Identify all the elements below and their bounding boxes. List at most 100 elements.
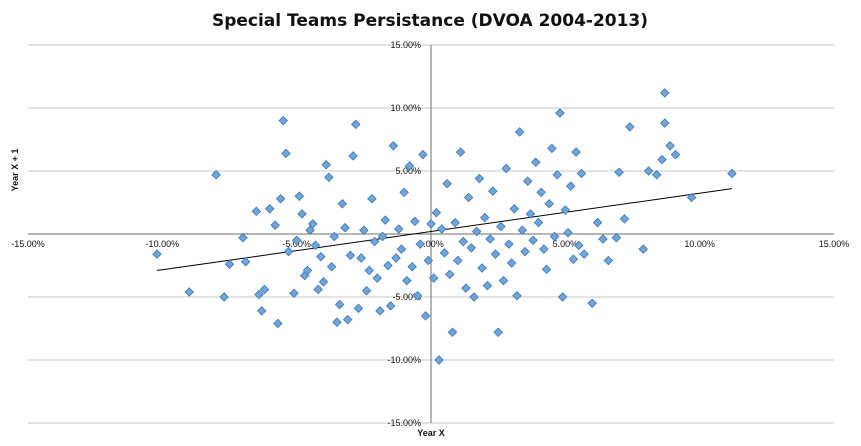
data-point xyxy=(517,225,528,235)
data-point xyxy=(574,240,584,251)
data-point xyxy=(318,277,329,287)
data-point xyxy=(525,209,536,219)
data-point xyxy=(576,168,587,179)
data-point xyxy=(270,220,280,230)
data-point xyxy=(643,166,654,176)
data-point xyxy=(369,236,380,247)
data-point xyxy=(372,273,383,283)
data-point xyxy=(294,191,305,201)
data-point xyxy=(283,246,294,257)
y-tick-label: 5.00% xyxy=(395,166,421,176)
data-point xyxy=(528,235,538,246)
data-point xyxy=(455,147,466,157)
y-tick-labels: -15.00% -10.00% -5.00% 5.00% 10.00% 15.00% xyxy=(387,40,421,428)
data-point xyxy=(289,288,299,298)
data-point xyxy=(571,147,581,157)
data-point xyxy=(686,192,697,203)
data-point xyxy=(383,260,393,271)
data-point xyxy=(340,222,350,233)
data-point xyxy=(396,244,407,254)
data-point xyxy=(657,154,667,165)
data-point xyxy=(402,275,412,286)
data-point xyxy=(224,259,235,270)
data-point xyxy=(522,176,533,186)
data-point xyxy=(488,186,498,196)
data-point xyxy=(410,216,420,227)
data-point xyxy=(418,149,428,160)
data-point xyxy=(498,275,509,286)
data-point xyxy=(565,181,576,191)
data-point xyxy=(316,251,326,262)
data-point xyxy=(254,289,264,300)
data-point xyxy=(324,172,334,183)
data-point xyxy=(259,284,270,295)
data-point xyxy=(463,192,474,203)
data-point xyxy=(420,311,431,321)
data-point xyxy=(329,231,340,242)
data-point xyxy=(380,215,391,225)
data-point xyxy=(514,127,525,137)
y-tick-label: -5.00% xyxy=(392,292,421,302)
data-point xyxy=(509,204,520,214)
data-point xyxy=(659,88,670,98)
data-point xyxy=(251,206,262,217)
x-tick-label: -10.00% xyxy=(146,239,180,249)
data-point xyxy=(353,303,364,314)
data-point xyxy=(450,217,460,228)
data-point xyxy=(469,292,479,302)
data-point xyxy=(431,207,442,218)
y-tick-label: 15.00% xyxy=(390,40,421,50)
data-point xyxy=(385,301,396,311)
data-point xyxy=(665,141,675,151)
y-tick-label: 10.00% xyxy=(390,103,421,113)
data-point xyxy=(332,317,342,327)
data-point xyxy=(423,255,434,266)
data-points xyxy=(152,88,737,365)
data-point xyxy=(482,280,493,291)
data-point xyxy=(439,248,450,258)
x-tick-label: -15.00% xyxy=(11,239,45,249)
data-point xyxy=(367,193,377,204)
data-point xyxy=(326,261,337,272)
data-point xyxy=(428,273,439,283)
data-point xyxy=(278,115,288,126)
data-point xyxy=(479,212,490,223)
data-point xyxy=(453,255,463,266)
data-point xyxy=(240,256,251,267)
data-point xyxy=(563,227,573,238)
data-point xyxy=(273,318,283,329)
data-point xyxy=(651,170,662,180)
data-point xyxy=(361,285,372,296)
data-point xyxy=(474,173,485,184)
chart-title: Special Teams Persistance (DVOA 2004-201… xyxy=(212,11,648,31)
data-point xyxy=(351,119,361,130)
data-point xyxy=(458,236,469,247)
data-point xyxy=(219,292,229,302)
data-point xyxy=(587,298,597,309)
y-tick-label: -10.00% xyxy=(387,355,421,365)
data-point xyxy=(297,209,307,219)
data-point xyxy=(342,314,353,325)
data-point xyxy=(184,287,194,297)
data-point xyxy=(568,254,579,264)
data-point xyxy=(504,239,514,249)
data-point xyxy=(533,217,544,228)
data-point xyxy=(727,168,737,179)
data-point xyxy=(466,243,477,253)
data-point xyxy=(506,258,517,268)
data-point xyxy=(364,265,374,276)
data-point xyxy=(211,170,221,180)
data-point xyxy=(359,225,369,235)
data-point xyxy=(436,224,447,234)
data-point xyxy=(337,198,348,209)
data-point xyxy=(625,122,635,132)
x-tick-label: 5.00% xyxy=(553,239,579,249)
y-tick-label: -15.00% xyxy=(387,418,421,428)
data-point xyxy=(501,163,511,174)
x-tick-label: 15.00% xyxy=(819,239,850,249)
data-point xyxy=(313,284,323,295)
data-point xyxy=(552,170,563,180)
data-point xyxy=(377,231,388,242)
data-point xyxy=(598,234,608,244)
data-point xyxy=(638,244,649,254)
